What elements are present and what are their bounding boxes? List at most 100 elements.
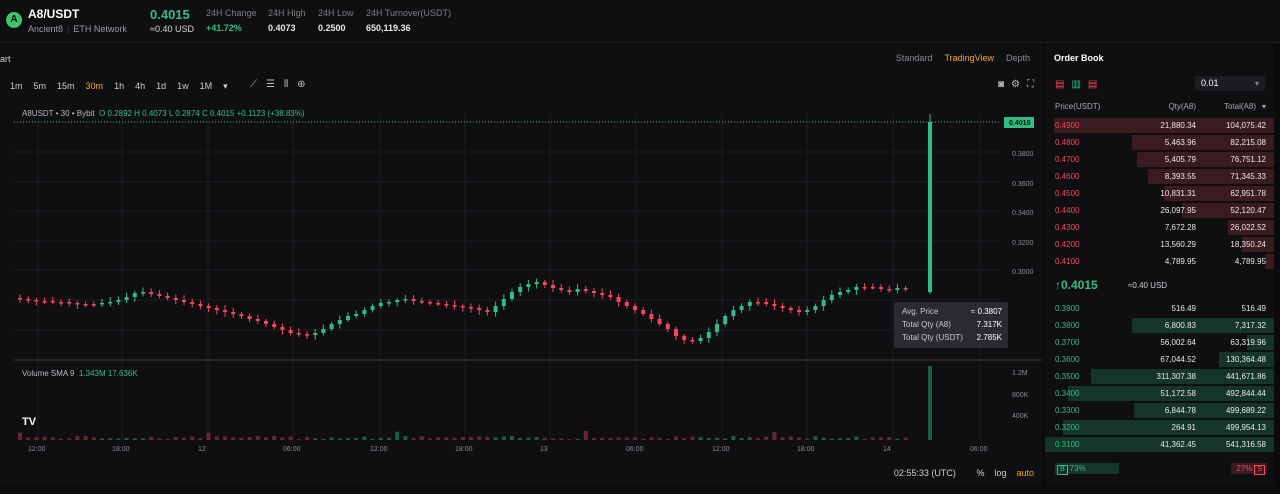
sell-ratio: 27% S (1231, 463, 1267, 475)
candlestick-chart[interactable]: 0.3800 0.3600 0.3400 0.3200 0.3000 0.401… (0, 44, 1042, 486)
ask-row[interactable]: 0.4600 8,393.55 71,345.33 (1045, 168, 1274, 185)
price-tick: 0.3400 (1012, 210, 1034, 217)
bid-row[interactable]: 0.3300 6,844.78 499,689.22 (1045, 402, 1274, 419)
bid-row[interactable]: 0.3200 264.91 499,954.13 (1045, 419, 1274, 436)
candle-body (305, 334, 309, 336)
bid-row[interactable]: 0.3900 516.49 516.49 (1045, 300, 1274, 317)
ask-row[interactable]: 0.4100 4,789.95 4,789.95 (1045, 253, 1274, 270)
order-total: 492,844.44 (1225, 389, 1266, 398)
volume-bar (501, 436, 506, 440)
candle-body (649, 314, 654, 319)
interval-1m[interactable]: 1m (10, 81, 23, 91)
sort-icon[interactable]: ▾ (1261, 102, 1266, 111)
order-price: 0.3100 (1055, 440, 1080, 449)
depth-bar (1132, 135, 1274, 150)
volume-bar (846, 437, 851, 440)
volume-bar (329, 437, 334, 440)
tab-tradingview[interactable]: TradingView (944, 53, 994, 63)
volume-bar (50, 437, 55, 440)
auto-scale-toggle[interactable]: auto (1016, 468, 1034, 478)
asks-only-icon[interactable]: ▤ (1087, 79, 1098, 90)
ask-row[interactable]: 0.4200 13,560.29 18,350.24 (1045, 236, 1274, 253)
ask-row[interactable]: 0.4300 7,672.28 26,022.52 (1045, 219, 1274, 236)
volume-bar (59, 438, 63, 440)
bid-row[interactable]: 0.3100 41,362.45 541,316.58 (1045, 436, 1274, 453)
volume-bar (141, 438, 145, 440)
volume-bar (756, 438, 760, 440)
order-qty: 41,362.45 (1160, 440, 1196, 449)
volume-bar (305, 436, 309, 440)
chart-panel: art Standard TradingView Depth 1m 5m 15m 30m 1… (0, 44, 1042, 486)
add-icon[interactable]: ⊕ (297, 79, 306, 90)
last-price-tag-text: 0.4015 (1009, 120, 1031, 127)
token-logo: A (6, 12, 22, 28)
interval-4h[interactable]: 4h (135, 81, 146, 91)
ask-row[interactable]: 0.4800 5,463.96 82,215.08 (1045, 134, 1274, 151)
candle-body (411, 299, 416, 301)
ask-row[interactable]: 0.4500 10,831.31 62,951.78 (1045, 185, 1274, 202)
order-total: 71,345.33 (1230, 172, 1266, 181)
order-price: 0.3300 (1055, 406, 1080, 415)
bid-row[interactable]: 0.3500 311,307.38 441,671.86 (1045, 368, 1274, 385)
volume-bar (378, 437, 383, 440)
candle-body (731, 310, 736, 316)
fullscreen-icon[interactable]: ⛶ (1027, 79, 1034, 90)
bids-only-icon[interactable]: ▥ (1071, 79, 1081, 90)
bid-row[interactable]: 0.3600 67,044.52 130,364.48 (1045, 351, 1274, 368)
order-qty: 264.91 (1171, 423, 1196, 432)
order-qty: 5,463.96 (1164, 138, 1196, 147)
order-qty: 8,393.55 (1164, 172, 1196, 181)
ask-row[interactable]: 0.4400 26,097.95 52,120.47 (1045, 202, 1274, 219)
compare-icon[interactable]: ⫴ (283, 79, 289, 90)
depth-bar (1137, 152, 1274, 167)
volume-bar (542, 437, 547, 440)
log-scale-toggle[interactable]: log (994, 468, 1007, 478)
tab-standard[interactable]: Standard (895, 53, 933, 63)
ask-row[interactable]: 0.4900 21,880.34 104,075.42 (1045, 117, 1274, 134)
both-sides-icon[interactable]: ▤ (1055, 79, 1065, 90)
interval-15m[interactable]: 15m (57, 81, 75, 91)
chart-type-icon[interactable]: ☰ (266, 79, 275, 90)
volume-bar (600, 437, 605, 440)
volume-bar (255, 436, 260, 440)
candle-body (600, 293, 605, 295)
bid-row[interactable]: 0.3400 51,172.58 492,844.44 (1045, 385, 1274, 402)
interval-1h[interactable]: 1h (114, 81, 125, 91)
volume-bar (100, 438, 104, 440)
settings-icon[interactable]: ⚙ (1011, 79, 1020, 90)
candle-body (542, 282, 547, 285)
volume-bar (288, 436, 293, 440)
volume-bar (616, 437, 621, 440)
interval-dropdown-icon[interactable]: ▾ (223, 81, 228, 91)
order-book-view-icons: ▤ ▥ ▤ (1055, 79, 1104, 90)
volume-bar (534, 436, 539, 440)
candle-body (362, 310, 367, 314)
precision-select[interactable]: 0.01 ▾ (1195, 76, 1265, 91)
time-tick: 18:00 (455, 446, 473, 453)
volume-bar (411, 438, 416, 440)
candle-body (370, 306, 375, 310)
pair-selector[interactable]: A8/USDT (28, 7, 80, 21)
bid-row[interactable]: 0.3700 56,002.64 63,319.96 (1045, 334, 1274, 351)
camera-icon[interactable]: ◙ (997, 79, 1005, 90)
candle-body (575, 289, 580, 292)
indicator-icon[interactable]: ⟋ (250, 79, 257, 90)
candle-body (723, 316, 728, 324)
volume-bar (395, 431, 400, 440)
col-total-header: Total(A8) (1223, 102, 1256, 111)
interval-1w[interactable]: 1w (177, 81, 189, 91)
candle-body (124, 297, 129, 300)
bid-row[interactable]: 0.3800 6,800.83 7,317.32 (1045, 317, 1274, 334)
depth-bar (1063, 420, 1274, 435)
interval-30m[interactable]: 30m (85, 81, 104, 91)
ask-row[interactable]: 0.4700 5,405.79 76,751.12 (1045, 151, 1274, 168)
interval-1d[interactable]: 1d (156, 81, 167, 91)
interval-1M[interactable]: 1M (199, 81, 213, 91)
percent-scale-toggle[interactable]: % (976, 468, 985, 478)
tab-depth[interactable]: Depth (1005, 53, 1030, 63)
candle-body (608, 295, 613, 297)
interval-5m[interactable]: 5m (33, 81, 47, 91)
volume-bar (272, 436, 277, 440)
candle-body (296, 333, 301, 335)
order-price: 0.4300 (1055, 223, 1080, 232)
